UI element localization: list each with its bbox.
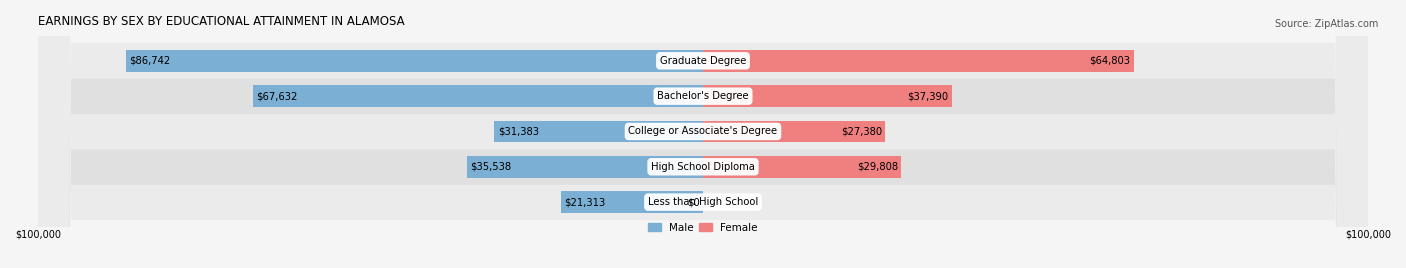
Text: $21,313: $21,313 [565, 197, 606, 207]
Bar [703, 50, 1135, 72]
Text: $31,383: $31,383 [498, 126, 538, 136]
Text: $0: $0 [688, 197, 700, 207]
FancyBboxPatch shape [38, 0, 1368, 268]
Text: High School Diploma: High School Diploma [651, 162, 755, 172]
FancyBboxPatch shape [38, 0, 1368, 268]
Text: Source: ZipAtlas.com: Source: ZipAtlas.com [1274, 19, 1378, 29]
Bar [495, 121, 703, 142]
Text: $37,390: $37,390 [907, 91, 948, 101]
Text: Less than High School: Less than High School [648, 197, 758, 207]
Text: $27,380: $27,380 [841, 126, 882, 136]
Bar [127, 50, 703, 72]
Text: Graduate Degree: Graduate Degree [659, 56, 747, 66]
Text: $29,808: $29,808 [856, 162, 898, 172]
Bar [561, 191, 703, 213]
Text: $64,803: $64,803 [1090, 56, 1130, 66]
FancyBboxPatch shape [38, 0, 1368, 268]
Text: $86,742: $86,742 [129, 56, 170, 66]
Bar [253, 85, 703, 107]
Bar [703, 121, 886, 142]
Bar [703, 85, 952, 107]
Text: College or Associate's Degree: College or Associate's Degree [628, 126, 778, 136]
Text: EARNINGS BY SEX BY EDUCATIONAL ATTAINMENT IN ALAMOSA: EARNINGS BY SEX BY EDUCATIONAL ATTAINMEN… [38, 15, 405, 28]
Legend: Male, Female: Male, Female [644, 218, 762, 237]
Text: $67,632: $67,632 [256, 91, 298, 101]
Text: $35,538: $35,538 [470, 162, 512, 172]
FancyBboxPatch shape [38, 0, 1368, 268]
FancyBboxPatch shape [38, 0, 1368, 268]
Text: Bachelor's Degree: Bachelor's Degree [657, 91, 749, 101]
Bar [703, 156, 901, 178]
Bar [467, 156, 703, 178]
